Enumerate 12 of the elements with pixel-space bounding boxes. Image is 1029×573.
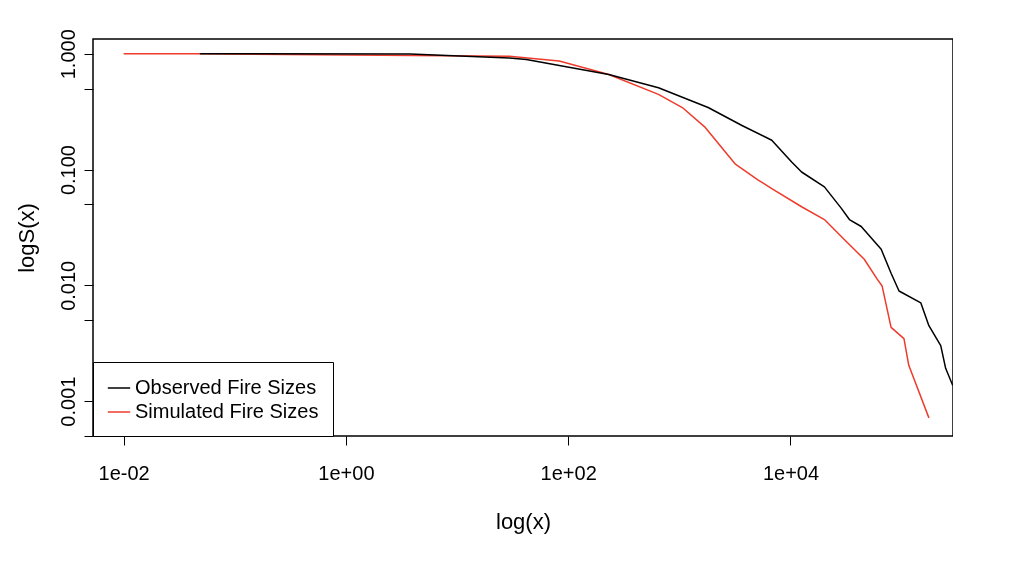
y-axis-title: logS(x) — [13, 203, 39, 273]
legend-label: Observed Fire Sizes — [135, 376, 317, 398]
y-tick-label: 0.010 — [56, 260, 79, 311]
y-tick-label: 0.100 — [56, 144, 79, 196]
legend-label: Simulated Fire Sizes — [135, 400, 319, 422]
x-tick-label: 1e+00 — [318, 461, 375, 484]
x-axis-title: log(x) — [495, 508, 552, 534]
x-tick-label: 1e+04 — [762, 461, 820, 484]
x-tick-label: 1e+02 — [540, 461, 597, 484]
y-tick-label: 0.001 — [56, 376, 79, 427]
y-tick-label: 1.000 — [56, 29, 79, 80]
x-tick-label: 1e-02 — [98, 461, 150, 484]
